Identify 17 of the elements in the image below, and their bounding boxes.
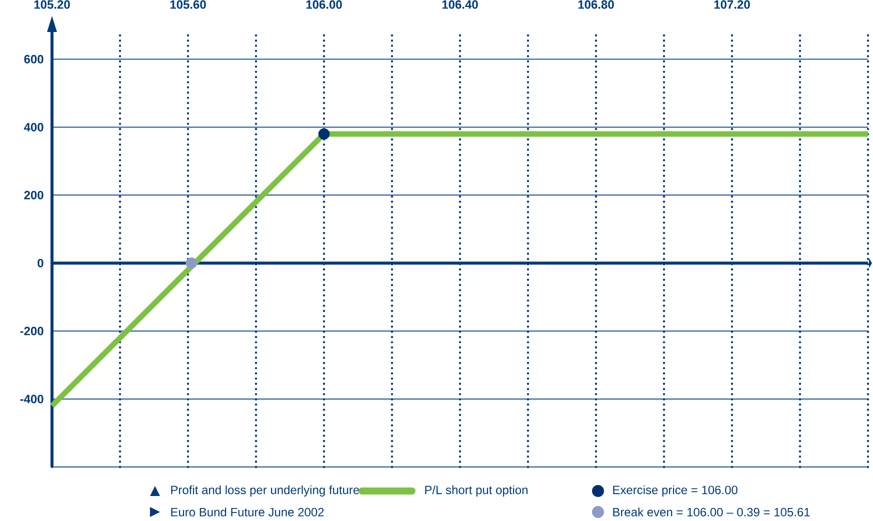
y-tick-label: 400 [24, 122, 44, 132]
x-tick-label: 107.20 [714, 0, 750, 9]
y-tick-label: 0 [38, 258, 44, 268]
x-tick-label: 106.40 [442, 0, 478, 9]
y-tick-label: 200 [24, 190, 44, 200]
x-tick-label: 105.60 [170, 0, 206, 9]
text: Euro Bund Future June 2002 [171, 508, 324, 516]
x-tick-label: 105.20 [34, 0, 70, 9]
y-tick-label: -200 [20, 326, 44, 336]
x-tick-label: 106.80 [578, 0, 614, 9]
legend-label: P/L short put option [425, 485, 528, 497]
text: Profit and loss per underlying future [171, 485, 360, 497]
x-tick-label: 106.00 [306, 0, 342, 9]
legend-label: Exercise price = 106.00 [613, 485, 738, 497]
legend-label: Break even = 106.00 – 0.39 = 105.61 [613, 508, 810, 516]
y-tick-label: -400 [20, 394, 44, 404]
y-tick-label: 600 [24, 54, 44, 64]
